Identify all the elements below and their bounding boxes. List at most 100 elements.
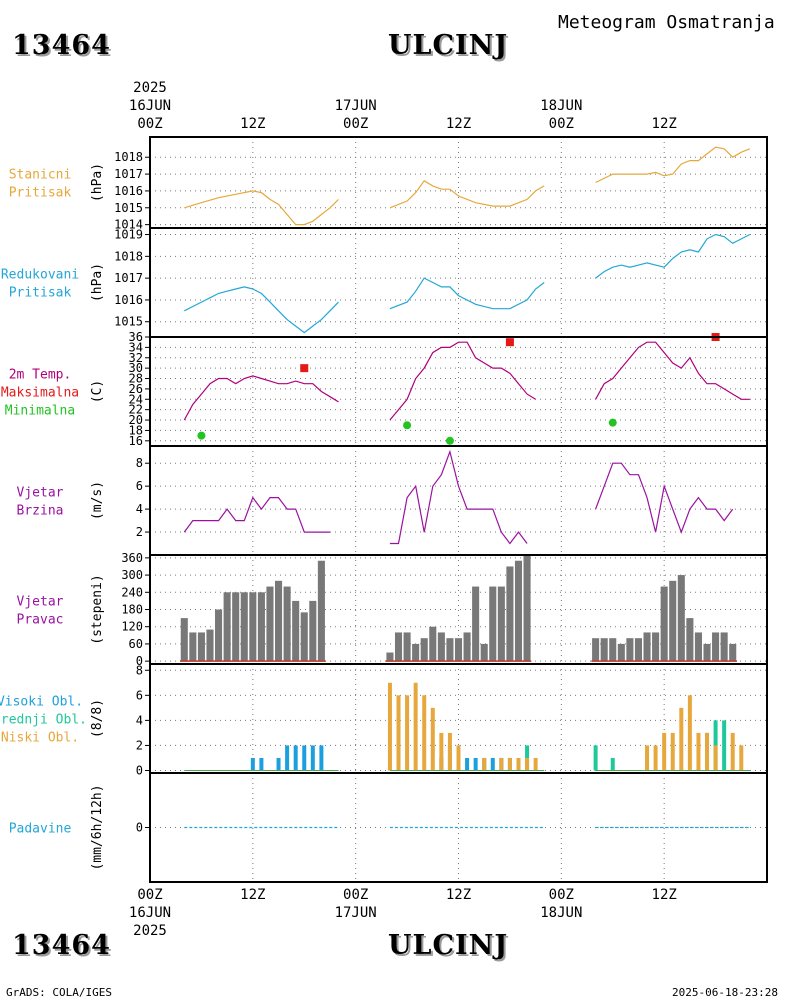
series-line	[184, 190, 339, 226]
panel-label: Pritisak	[9, 286, 72, 301]
bar	[240, 592, 248, 662]
y-axis-label: (mm/6h/12h)	[90, 784, 105, 870]
bar	[729, 643, 737, 662]
bar	[463, 632, 471, 662]
bar	[456, 745, 461, 771]
bar	[300, 612, 308, 662]
bar	[473, 757, 478, 771]
bar	[396, 695, 401, 771]
series-line	[595, 146, 751, 184]
time-tick-label: 00Z	[343, 887, 368, 903]
series-line	[595, 233, 751, 279]
panel-label: Niski Obl.	[1, 731, 79, 746]
bar	[626, 638, 634, 662]
y-tick-label: 28	[129, 372, 143, 386]
bar	[394, 632, 403, 662]
time-tick-label: 12Z	[446, 887, 471, 903]
bar	[480, 643, 488, 662]
y-axis-label: (8/8)	[90, 699, 105, 738]
y-tick-label: 6	[136, 479, 143, 493]
bar	[677, 575, 685, 662]
time-tick-label: 12Z	[652, 887, 677, 903]
bar	[670, 732, 675, 771]
time-tick-label: 12Z	[652, 116, 677, 132]
year-label: 2025	[133, 80, 167, 96]
bar	[533, 757, 538, 771]
panel-frame	[149, 336, 768, 447]
bar	[257, 592, 265, 662]
y-tick-label: 30	[129, 361, 143, 375]
y-tick-label: 22	[129, 403, 143, 417]
bar	[422, 695, 427, 771]
y-axis-label: (hPa)	[90, 163, 105, 202]
panel-padavine: 0 (mm/6h/12h) Padavine	[9, 772, 768, 883]
bar	[386, 652, 394, 662]
bar	[429, 626, 437, 662]
bar	[232, 592, 240, 662]
y-axis-label: (m/s)	[90, 481, 105, 520]
bar	[507, 757, 512, 771]
tmax-marker	[300, 364, 309, 373]
station-name-top: ULCINJ	[388, 30, 509, 61]
bar	[713, 745, 718, 771]
bar	[679, 707, 684, 771]
y-tick-label: 0	[136, 763, 143, 777]
bar	[412, 643, 420, 662]
bar	[387, 682, 392, 771]
series-line	[595, 462, 734, 534]
series-line	[595, 341, 750, 400]
bar	[413, 682, 418, 771]
y-tick-label: 0	[136, 821, 143, 835]
bar	[506, 566, 514, 662]
bar	[472, 586, 480, 662]
y-tick-label: 4	[136, 713, 143, 727]
y-axis-label: (hPa)	[90, 263, 105, 302]
bar	[292, 600, 300, 662]
bar	[720, 632, 728, 662]
bar	[634, 638, 642, 662]
tmin-marker	[445, 436, 454, 445]
bar	[703, 643, 711, 662]
bar	[489, 586, 497, 662]
panel-label: 2m Temp.	[9, 368, 72, 383]
year-label: 2025	[133, 923, 167, 939]
y-tick-label: 32	[129, 351, 143, 365]
bar	[696, 732, 701, 771]
y-tick-label: 240	[121, 585, 143, 599]
bar	[593, 745, 598, 771]
bar	[266, 586, 274, 662]
day-label: 17JUN	[335, 98, 377, 114]
bar	[617, 643, 625, 662]
panel-label: Minimalna	[5, 404, 75, 419]
panel-label: Padavine	[9, 822, 72, 837]
panel-label: Pravac	[17, 613, 64, 628]
y-axis-label: (stepeni)	[90, 574, 105, 644]
bar	[275, 580, 283, 662]
bar	[722, 720, 727, 771]
bar	[430, 707, 435, 771]
bar	[643, 632, 651, 662]
bar	[705, 732, 710, 771]
bar	[283, 586, 291, 662]
y-tick-label: 1016	[114, 184, 143, 198]
panel-frame	[149, 445, 768, 556]
footer-credit: GrADS: COLA/IGES	[6, 986, 112, 999]
y-tick-label: 8	[136, 663, 143, 677]
y-tick-label: 120	[121, 620, 143, 634]
bar	[259, 757, 264, 771]
y-tick-label: 20	[129, 413, 143, 427]
bar	[309, 600, 317, 662]
bar	[446, 638, 454, 662]
bar	[206, 629, 214, 662]
bar	[437, 632, 445, 662]
day-label: 16JUN	[129, 905, 171, 921]
y-tick-label: 36	[129, 330, 143, 344]
y-tick-label: 1019	[114, 228, 143, 242]
y-tick-label: 1018	[114, 249, 143, 263]
bar	[189, 632, 197, 662]
time-axis-bottom: 00Z 16JUN 2025 12Z 00Z 17JUN 12Z 00Z 18JUN 12Z	[129, 887, 677, 939]
bar	[712, 632, 720, 662]
bar	[497, 586, 505, 662]
meteogram-subtitle: Meteogram Osmatranja	[558, 12, 775, 33]
series-line	[389, 277, 545, 310]
